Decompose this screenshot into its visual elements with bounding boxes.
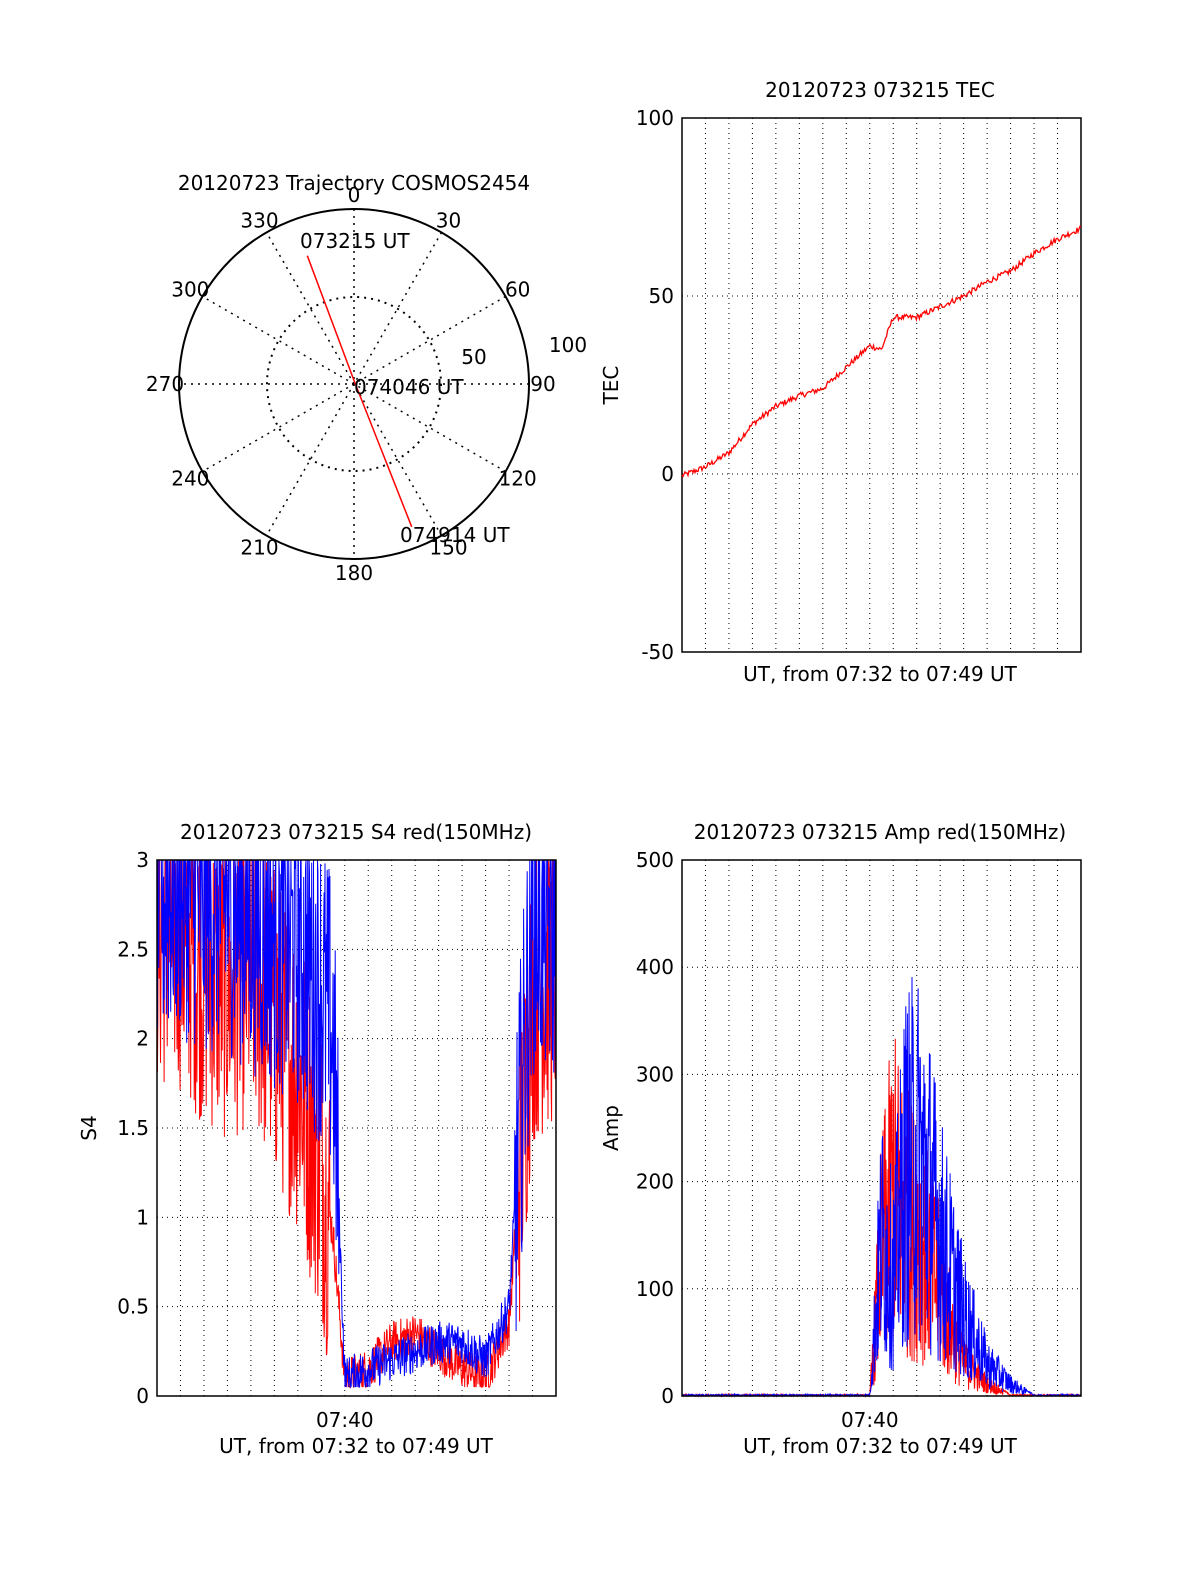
tec-series: [681, 225, 1082, 478]
azimuth-tick-90: 90: [530, 372, 555, 396]
amp-x-axis-label: UT, from 07:32 to 07:49 UT: [743, 1434, 1018, 1458]
trajectory-polar-chart: 20120723 Trajectory COSMOS2454 0 30 60 90 12…: [146, 171, 587, 585]
trajectory-mid-label: 074046 UT: [354, 375, 464, 399]
azimuth-tick-300: 300: [171, 278, 209, 302]
azimuth-tick-180: 180: [335, 561, 373, 585]
radial-tick-100: 100: [549, 333, 587, 357]
tec-y-tick-100: 100: [636, 106, 674, 130]
trajectory-start-label: 073215 UT: [300, 229, 410, 253]
azimuth-tick-330: 330: [240, 208, 278, 232]
tec-y-tick-50: 50: [649, 284, 674, 308]
azimuth-tick-60: 60: [505, 278, 530, 302]
s4-y-tick-0.5: 0.5: [117, 1295, 149, 1319]
amp-y-tick-300: 300: [636, 1062, 674, 1086]
azimuth-tick-0: 0: [348, 183, 361, 207]
s4-plot-frame: [156, 859, 557, 1397]
amp-y-tick-500: 500: [636, 848, 674, 872]
s4-y-tick-2: 2: [136, 1027, 149, 1051]
s4-y-tick-1.5: 1.5: [117, 1116, 149, 1140]
s4-x-tick-0740: 07:40: [316, 1408, 374, 1432]
amp-x-tick-labels: 07:40: [841, 1408, 899, 1432]
tec-y-tick-labels: -50 0 50 100: [636, 106, 674, 664]
tec-x-axis-label: UT, from 07:32 to 07:49 UT: [743, 662, 1018, 686]
tec-y-tick-0: 0: [661, 462, 674, 486]
polar-spokes: [179, 209, 529, 559]
tec-series-line: [681, 225, 1082, 478]
polar-inner-ring: [266, 296, 442, 472]
azimuth-tick-30: 30: [436, 208, 461, 232]
tec-y-tick--50: -50: [641, 640, 674, 664]
polar-title: 20120723 Trajectory COSMOS2454: [178, 171, 530, 195]
s4-x-axis-label: UT, from 07:32 to 07:49 UT: [219, 1434, 494, 1458]
trajectory-end-label: 074914 UT: [400, 523, 510, 547]
amp-chart: 20120723 073215 Amp red(150MHz) 0 100 200 3…: [599, 820, 1082, 1458]
s4-series: [156, 859, 557, 1389]
azimuth-tick-240: 240: [171, 467, 209, 491]
tec-chart: 20120723 073215 TEC -50 0 50 100 TEC UT, fr…: [599, 78, 1082, 686]
s4-x-tick-labels: 07:40: [316, 1408, 374, 1432]
s4-y-tick-labels: 0 0.5 1 1.5 2 2.5 3: [117, 848, 149, 1408]
amp-y-tick-100: 100: [636, 1277, 674, 1301]
amp-y-tick-labels: 0 100 200 300 400 500: [636, 848, 674, 1408]
tec-y-axis-label: TEC: [599, 366, 623, 406]
azimuth-tick-210: 210: [240, 536, 278, 560]
trajectory-line: [306, 255, 413, 528]
s4-y-tick-3: 3: [136, 848, 149, 872]
amp-y-tick-0: 0: [661, 1384, 674, 1408]
s4-chart: 20120723 073215 S4 red(150MHz) 0 0.5 1 1.5 2…: [77, 820, 557, 1458]
amp-series: [681, 977, 1082, 1398]
azimuth-tick-150: 150: [429, 536, 467, 560]
s4-title: 20120723 073215 S4 red(150MHz): [180, 820, 532, 844]
amp-y-tick-400: 400: [636, 955, 674, 979]
azimuth-tick-270: 270: [146, 372, 184, 396]
s4-y-tick-2.5: 2.5: [117, 937, 149, 961]
s4-y-axis-label: S4: [77, 1115, 101, 1140]
azimuth-tick-120: 120: [499, 467, 537, 491]
radial-tick-50: 50: [461, 345, 486, 369]
amp-plot-frame: [681, 859, 1082, 1397]
tec-plot-frame: [681, 117, 1082, 653]
amp-x-tick-0740: 07:40: [841, 1408, 899, 1432]
polar-spoke-150: [265, 232, 443, 536]
s4-y-tick-0: 0: [136, 1384, 149, 1408]
amp-y-axis-label: Amp: [599, 1105, 623, 1151]
s4-series-2-line: [156, 859, 557, 1389]
amp-y-tick-200: 200: [636, 1170, 674, 1194]
polar-azimuth-labels: 0 30 60 90 120 150 180 210 240 270 300 330: [146, 183, 556, 585]
s4-y-tick-1: 1: [136, 1205, 149, 1229]
tec-gridlines: [682, 118, 1081, 652]
amp-title: 20120723 073215 Amp red(150MHz): [694, 820, 1066, 844]
tec-title: 20120723 073215 TEC: [765, 78, 995, 102]
